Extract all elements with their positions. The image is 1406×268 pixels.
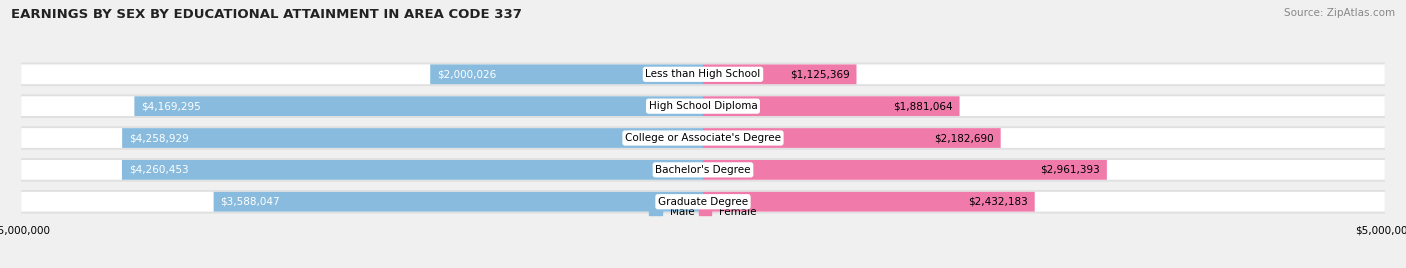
Text: Source: ZipAtlas.com: Source: ZipAtlas.com bbox=[1284, 8, 1395, 18]
Text: $4,258,929: $4,258,929 bbox=[129, 133, 188, 143]
Text: $2,432,183: $2,432,183 bbox=[969, 197, 1028, 207]
FancyBboxPatch shape bbox=[21, 126, 1385, 150]
Legend: Male, Female: Male, Female bbox=[645, 202, 761, 221]
FancyBboxPatch shape bbox=[122, 128, 703, 148]
FancyBboxPatch shape bbox=[21, 190, 1385, 214]
FancyBboxPatch shape bbox=[430, 64, 703, 84]
Text: $1,125,369: $1,125,369 bbox=[790, 69, 849, 79]
Text: $2,182,690: $2,182,690 bbox=[934, 133, 994, 143]
Text: Bachelor's Degree: Bachelor's Degree bbox=[655, 165, 751, 175]
Text: High School Diploma: High School Diploma bbox=[648, 101, 758, 111]
FancyBboxPatch shape bbox=[21, 62, 1385, 86]
FancyBboxPatch shape bbox=[214, 192, 703, 212]
FancyBboxPatch shape bbox=[21, 96, 1385, 116]
FancyBboxPatch shape bbox=[135, 96, 703, 116]
FancyBboxPatch shape bbox=[21, 128, 1385, 148]
Text: College or Associate's Degree: College or Associate's Degree bbox=[626, 133, 780, 143]
Text: $1,881,064: $1,881,064 bbox=[893, 101, 953, 111]
Text: $3,588,047: $3,588,047 bbox=[221, 197, 280, 207]
Text: $2,961,393: $2,961,393 bbox=[1040, 165, 1099, 175]
FancyBboxPatch shape bbox=[21, 192, 1385, 212]
Text: EARNINGS BY SEX BY EDUCATIONAL ATTAINMENT IN AREA CODE 337: EARNINGS BY SEX BY EDUCATIONAL ATTAINMEN… bbox=[11, 8, 522, 21]
FancyBboxPatch shape bbox=[122, 160, 703, 180]
FancyBboxPatch shape bbox=[703, 160, 1107, 180]
Text: $2,000,026: $2,000,026 bbox=[437, 69, 496, 79]
FancyBboxPatch shape bbox=[703, 128, 1001, 148]
FancyBboxPatch shape bbox=[703, 96, 959, 116]
Text: $4,260,453: $4,260,453 bbox=[129, 165, 188, 175]
FancyBboxPatch shape bbox=[21, 160, 1385, 180]
Text: $4,169,295: $4,169,295 bbox=[141, 101, 201, 111]
Text: Less than High School: Less than High School bbox=[645, 69, 761, 79]
FancyBboxPatch shape bbox=[21, 158, 1385, 182]
Text: Graduate Degree: Graduate Degree bbox=[658, 197, 748, 207]
FancyBboxPatch shape bbox=[21, 64, 1385, 84]
FancyBboxPatch shape bbox=[703, 192, 1035, 212]
FancyBboxPatch shape bbox=[21, 94, 1385, 118]
FancyBboxPatch shape bbox=[703, 64, 856, 84]
